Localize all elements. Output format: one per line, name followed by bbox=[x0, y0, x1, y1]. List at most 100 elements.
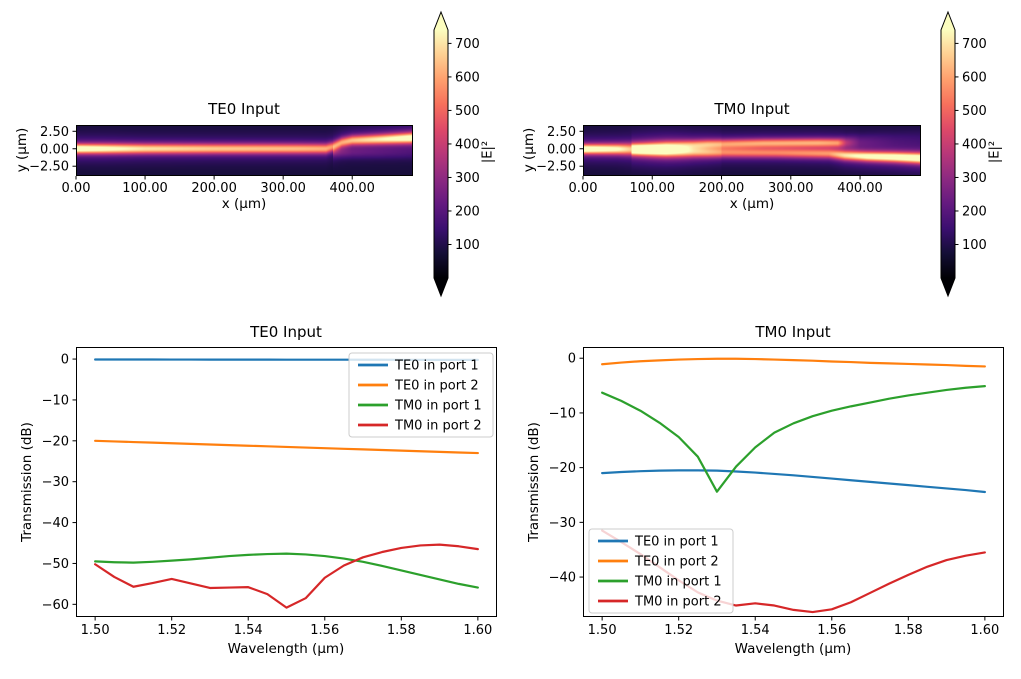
x-tick-label: 300.00 bbox=[260, 181, 306, 196]
series-line-tm0-in-port-1 bbox=[601, 385, 986, 493]
x-tick-label: 400.00 bbox=[837, 181, 883, 196]
field-intensity-heatmap-te0 bbox=[76, 125, 413, 176]
legend: TE0 in port 1 TE0 in port 2 TM0 in port 1 T… bbox=[348, 352, 494, 438]
x-tick-label: 1.54 bbox=[741, 623, 770, 638]
x-tick-label: 0.00 bbox=[62, 181, 91, 196]
y-tick-label: 0.00 bbox=[547, 142, 576, 157]
x-tick-label: 1.56 bbox=[310, 623, 339, 638]
y-tick-label: −2.50 bbox=[536, 160, 576, 175]
colorbar-outline bbox=[940, 10, 956, 298]
x-tick-label: 1.58 bbox=[387, 623, 416, 638]
axes-spine bbox=[583, 347, 1004, 617]
colorbar-tick-label: 500 bbox=[962, 104, 987, 119]
colorbar-tick-label: 400 bbox=[962, 137, 987, 152]
x-tick-label: 1.50 bbox=[588, 623, 617, 638]
x-axis-label: x (μm) bbox=[221, 196, 267, 212]
colorbar-tick-label: 100 bbox=[962, 238, 987, 253]
y-axis-label: y (μm) bbox=[14, 127, 30, 173]
y-tick-label: 0 bbox=[568, 352, 576, 367]
y-tick-label: −30 bbox=[42, 475, 69, 490]
colorbar-tick-label: 200 bbox=[455, 204, 480, 219]
y-axis-label: Transmission (dB) bbox=[526, 422, 542, 542]
series-line-te0-in-port-2 bbox=[94, 439, 479, 455]
colorbar-tick-label: 400 bbox=[455, 137, 480, 152]
x-tick-label: 100.00 bbox=[122, 181, 168, 196]
colorbar-tick-label: 600 bbox=[962, 70, 987, 85]
colorbar-tick-label: 200 bbox=[962, 204, 987, 219]
legend-label: TE0 in port 1 bbox=[634, 535, 719, 550]
legend-label: TM0 in port 2 bbox=[394, 419, 482, 434]
colorbar-over-arrow bbox=[434, 12, 448, 30]
y-tick-label: −50 bbox=[42, 557, 69, 572]
heatmap-axes-spine bbox=[76, 125, 413, 176]
colorbar-tick-label: 600 bbox=[455, 70, 480, 85]
x-tick-label: 1.50 bbox=[81, 623, 110, 638]
x-axis-label: Wavelength (μm) bbox=[227, 641, 345, 657]
x-tick-label: 1.60 bbox=[970, 623, 999, 638]
plot-title: TE0 Input bbox=[208, 100, 280, 118]
colorbar-tick-label: 100 bbox=[455, 238, 480, 253]
y-axis-label: Transmission (dB) bbox=[19, 422, 35, 542]
y-tick-label: 2.50 bbox=[547, 125, 576, 140]
y-tick-label: −40 bbox=[42, 516, 69, 531]
colorbar-tick-label: 300 bbox=[962, 171, 987, 186]
x-tick-label: 1.58 bbox=[894, 623, 923, 638]
colorbar-label: |E|² bbox=[987, 140, 1003, 164]
plot-title: TE0 Input bbox=[250, 323, 322, 341]
y-tick-label: 2.50 bbox=[40, 125, 69, 140]
x-tick-label: 0.00 bbox=[569, 181, 598, 196]
y-tick-label: −30 bbox=[549, 516, 576, 531]
y-tick-label: −10 bbox=[42, 393, 69, 408]
x-tick-label: 1.60 bbox=[463, 623, 492, 638]
y-tick-label: −20 bbox=[42, 434, 69, 449]
series-line-te0-in-port-2 bbox=[601, 357, 986, 368]
y-tick-label: −40 bbox=[549, 571, 576, 586]
colorbar-under-arrow bbox=[434, 278, 448, 296]
y-tick-label: −10 bbox=[549, 406, 576, 421]
x-tick-label: 1.54 bbox=[234, 623, 263, 638]
series-line-tm0-in-port-2 bbox=[94, 543, 479, 609]
legend-label: TM0 in port 1 bbox=[394, 399, 482, 414]
series-line-te0-in-port-1 bbox=[601, 469, 986, 494]
colorbar-tick-label: 700 bbox=[962, 37, 987, 52]
x-axis-label: x (μm) bbox=[729, 196, 775, 212]
x-tick-label: 100.00 bbox=[630, 181, 676, 196]
colorbar-tick-label: 700 bbox=[455, 37, 480, 52]
legend-box bbox=[348, 352, 494, 438]
colorbar-bar bbox=[434, 30, 448, 278]
heatmap-axes-spine bbox=[583, 125, 921, 176]
x-tick-label: 200.00 bbox=[191, 181, 237, 196]
colorbar-outline bbox=[433, 10, 449, 298]
plot-title: TM0 Input bbox=[755, 323, 831, 341]
legend-label: TM0 in port 1 bbox=[634, 575, 722, 590]
field-intensity-heatmap-tm0 bbox=[583, 125, 921, 176]
y-tick-label: 0 bbox=[61, 353, 69, 368]
x-tick-label: 1.52 bbox=[157, 623, 186, 638]
colorbar-under-arrow bbox=[941, 278, 955, 296]
x-tick-label: 200.00 bbox=[699, 181, 745, 196]
x-tick-label: 400.00 bbox=[329, 181, 375, 196]
x-tick-label: 1.52 bbox=[664, 623, 693, 638]
colorbar-label: |E|² bbox=[480, 140, 496, 164]
y-tick-label: −20 bbox=[549, 461, 576, 476]
legend-label: TE0 in port 2 bbox=[634, 555, 719, 570]
y-tick-label: −2.50 bbox=[29, 160, 69, 175]
legend-box bbox=[588, 528, 734, 614]
colorbar-tick-label: 500 bbox=[455, 104, 480, 119]
x-tick-label: 1.56 bbox=[817, 623, 846, 638]
legend-label: TE0 in port 1 bbox=[394, 359, 479, 374]
legend-label: TM0 in port 2 bbox=[634, 595, 722, 610]
colorbar-over-arrow bbox=[941, 12, 955, 30]
plot-title: TM0 Input bbox=[714, 100, 790, 118]
colorbar-tick-label: 300 bbox=[455, 171, 480, 186]
legend: TE0 in port 1 TE0 in port 2 TM0 in port 1 T… bbox=[588, 528, 734, 614]
colorbar-bar bbox=[941, 30, 955, 278]
y-axis-label: y (μm) bbox=[521, 127, 537, 173]
y-tick-label: 0.00 bbox=[40, 142, 69, 157]
axes-spine bbox=[76, 347, 497, 617]
y-tick-label: −60 bbox=[42, 598, 69, 613]
x-axis-label: Wavelength (μm) bbox=[734, 641, 852, 657]
series-line-tm0-in-port-1 bbox=[94, 552, 479, 589]
